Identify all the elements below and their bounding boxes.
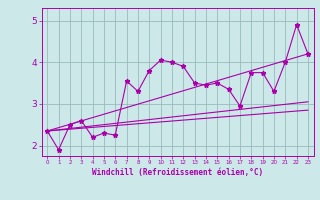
- X-axis label: Windchill (Refroidissement éolien,°C): Windchill (Refroidissement éolien,°C): [92, 168, 263, 177]
